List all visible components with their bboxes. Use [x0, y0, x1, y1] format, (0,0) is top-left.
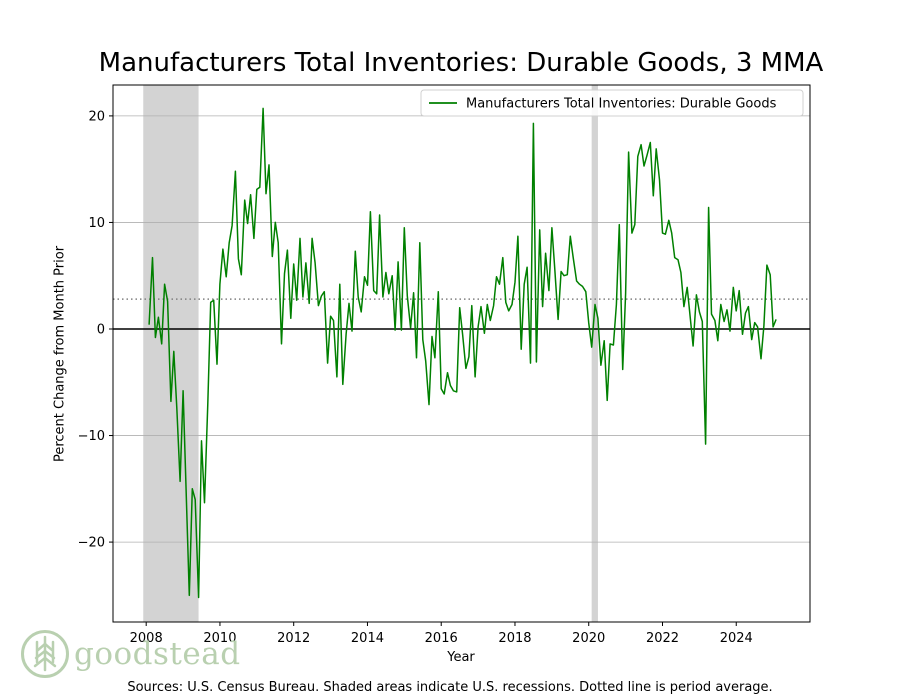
- y-tick-label: 10: [88, 216, 105, 231]
- x-tick-label: 2018: [498, 631, 531, 646]
- tree-logo-icon: [21, 630, 69, 678]
- legend-label: Manufacturers Total Inventories: Durable…: [466, 97, 777, 112]
- x-tick-label: 2014: [351, 631, 384, 646]
- x-tick-label: 2016: [425, 631, 458, 646]
- series-line: [148, 107, 777, 599]
- axes-frame: [112, 84, 811, 623]
- legend-box: [420, 89, 804, 117]
- y-tick-label: −20: [78, 536, 105, 551]
- recession-band-1: [591, 85, 598, 622]
- y-axis-label: Percent Change from Month Prior: [52, 245, 68, 463]
- x-tick-label: 2020: [572, 631, 605, 646]
- goodstead-logo: goodstead: [20, 628, 241, 680]
- logo-text: goodstead: [74, 636, 241, 672]
- y-tick-label: 20: [88, 109, 105, 124]
- x-tick-label: 2022: [646, 631, 679, 646]
- x-axis-label: Year: [447, 650, 475, 665]
- x-tick-label: 2010: [203, 631, 236, 646]
- x-tick-label: 2012: [277, 631, 310, 646]
- y-tick-label: 0: [97, 322, 105, 337]
- source-note: Sources: U.S. Census Bureau. Shaded area…: [127, 680, 773, 695]
- chart-title: Manufacturers Total Inventories: Durable…: [98, 48, 824, 78]
- recession-band-0: [143, 85, 199, 622]
- x-tick-label: 2008: [130, 631, 163, 646]
- y-tick-label: −10: [78, 429, 105, 444]
- x-tick-label: 2024: [720, 631, 753, 646]
